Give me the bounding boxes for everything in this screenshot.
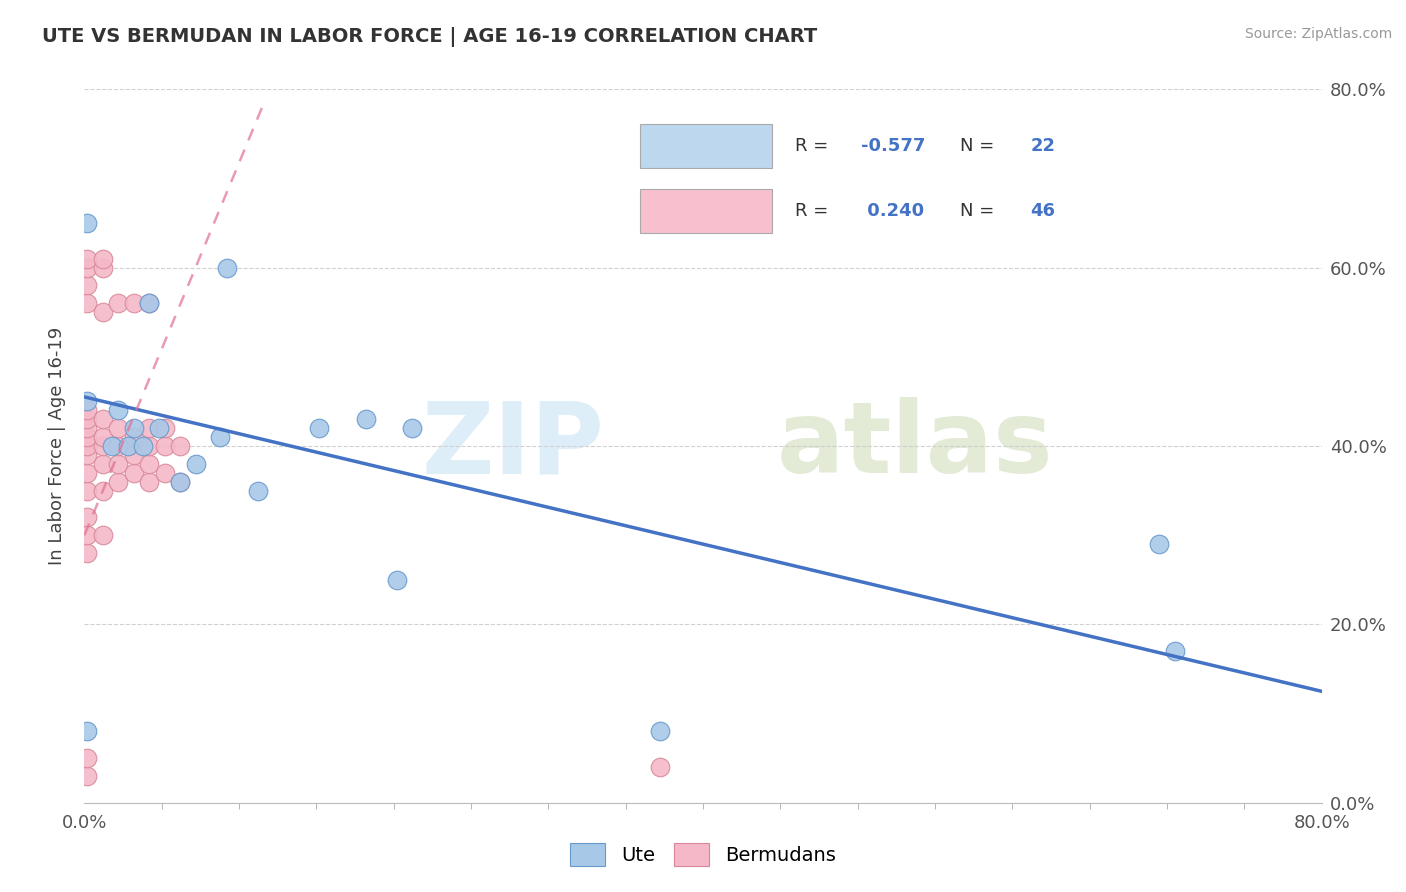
Point [354,412,377,426]
Point [107,403,129,417]
Point [76,439,98,453]
Point [107,439,129,453]
Text: UTE VS BERMUDAN IN LABOR FORCE | AGE 16-19 CORRELATION CHART: UTE VS BERMUDAN IN LABOR FORCE | AGE 16-… [42,27,817,46]
Point [148,421,170,435]
Text: Source: ZipAtlas.com: Source: ZipAtlas.com [1244,27,1392,41]
Point [91,439,114,453]
Point [153,439,176,453]
Point [76,412,98,426]
Point [76,430,98,444]
Point [1149,537,1171,551]
Point [122,466,145,480]
Point [76,751,98,765]
Point [385,573,408,587]
Point [122,430,145,444]
Point [153,466,176,480]
Point [122,421,145,435]
Point [215,260,238,275]
Point [169,439,191,453]
Point [91,412,114,426]
Point [138,421,160,435]
Point [76,528,98,542]
Point [153,421,176,435]
Point [138,475,160,489]
Point [107,457,129,471]
Point [76,466,98,480]
Point [76,403,98,417]
Point [169,475,191,489]
Point [209,430,232,444]
Point [107,296,129,310]
Point [107,421,129,435]
Point [76,394,98,409]
Point [76,278,98,293]
Point [107,475,129,489]
Point [91,260,114,275]
Point [91,528,114,542]
Point [76,216,98,230]
Point [169,475,191,489]
Point [308,421,330,435]
Point [91,305,114,319]
Point [76,448,98,462]
Point [117,439,139,453]
Point [91,457,114,471]
Point [101,439,124,453]
Point [401,421,423,435]
Point [76,483,98,498]
Point [122,296,145,310]
Point [91,430,114,444]
Point [76,769,98,783]
Point [76,421,98,435]
Y-axis label: In Labor Force | Age 16-19: In Labor Force | Age 16-19 [48,326,66,566]
Point [246,483,269,498]
Point [138,296,160,310]
Point [76,260,98,275]
Point [184,457,207,471]
Point [91,483,114,498]
Point [76,724,98,739]
Point [648,760,671,774]
Point [76,296,98,310]
Point [138,457,160,471]
Text: ZIP: ZIP [422,398,605,494]
Point [76,546,98,560]
Point [138,296,160,310]
Point [1164,644,1187,658]
Point [122,448,145,462]
Legend: Ute, Bermudans: Ute, Bermudans [562,835,844,873]
Point [138,439,160,453]
Point [76,252,98,266]
Point [132,439,155,453]
Point [91,252,114,266]
Text: atlas: atlas [778,398,1054,494]
Point [648,724,671,739]
Point [76,510,98,524]
